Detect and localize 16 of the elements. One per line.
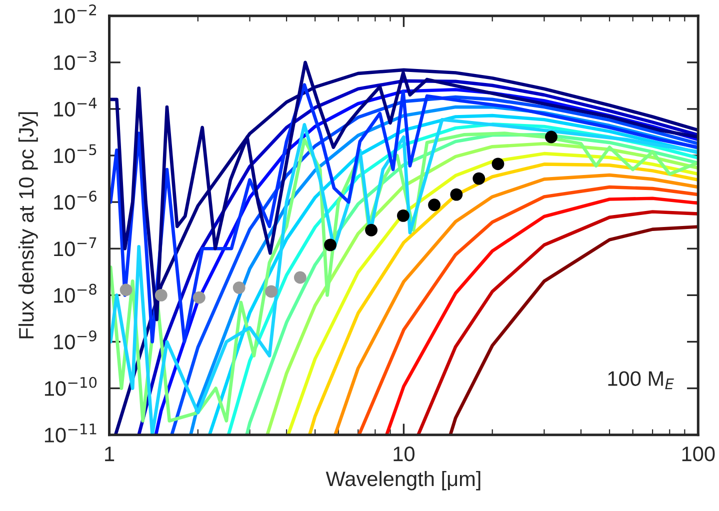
y-tick-label: 10$^{−6}$ (54, 190, 97, 210)
x-tick-label: 10 (394, 446, 414, 462)
x-tick-label: 1 (105, 446, 114, 462)
y-tick-label: 10$^{−8}$ (54, 284, 96, 303)
y-tick-label: 10$^{−5}$ (54, 144, 96, 164)
y-tick-label: 10$^{−11}$ (44, 424, 96, 442)
y-tick-label: 10$^{−10}$ (44, 376, 97, 396)
y-tick-label: 10$^{−4}$ (54, 98, 97, 117)
annotation: 100 M$_{E}$ (608, 371, 674, 390)
y-tick-label: 10$^{−9}$ (54, 330, 96, 350)
x-axis-title: Wavelength [μm] (326, 470, 480, 490)
y-tick-label: 10$^{−2}$ (54, 4, 96, 24)
y-tick-label: 10$^{−3}$ (54, 50, 96, 70)
y-tick-label: 10$^{−7}$ (54, 237, 96, 256)
x-tick-label: 100 (682, 446, 715, 462)
y-axis-title: Flux density at 10 pc [Jy] (18, 112, 38, 338)
